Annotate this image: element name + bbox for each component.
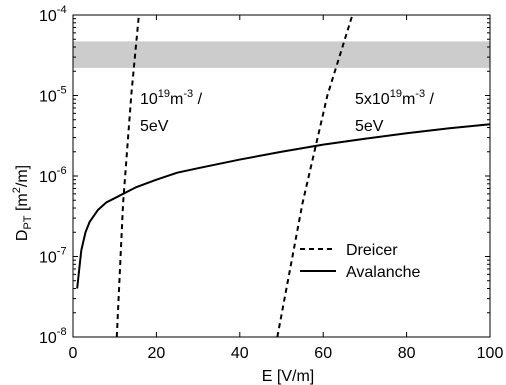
annotation-right-base: 5x10 <box>355 91 390 108</box>
series-layer <box>76 15 490 337</box>
x-tick-label: 0 <box>69 345 78 362</box>
x-tick-label: 100 <box>477 345 504 362</box>
annotation-left-sup: 19 <box>158 88 170 100</box>
x-tick-label: 20 <box>148 345 166 362</box>
annotation-right-sup: 19 <box>390 88 402 100</box>
legend-dreicer-label: Dreicer <box>346 242 398 259</box>
x-tick-labels: 0 20 40 60 80 100 <box>69 345 504 362</box>
ticks-layer <box>72 14 491 338</box>
annotation-right-unit: m <box>402 91 415 108</box>
y-tick-labels: 10-8 10-7 10-6 10-5 10-4 <box>39 4 67 347</box>
y-tick-label: 10-5 <box>39 85 67 106</box>
annotation-left-tail: / <box>193 91 202 108</box>
annotation-left-line1: 1019m-3 / <box>140 88 203 108</box>
series-avalanche-2 <box>76 123 490 289</box>
y-axis-label: DPT [m2/m] <box>11 165 34 241</box>
y-label-sup: 2 <box>11 187 23 193</box>
x-tick-label: 40 <box>231 345 249 362</box>
annotation-left-line2: 5eV <box>140 118 169 135</box>
series-dreicer-0 <box>115 15 140 337</box>
x-tick-label: 60 <box>314 345 332 362</box>
annotation-right-line2: 5eV <box>355 118 384 135</box>
y-label-end: /m] <box>14 165 31 187</box>
x-axis-label: E [V/m] <box>262 368 314 385</box>
y-tick-label: 10-4 <box>39 4 67 25</box>
x-tick-label: 80 <box>398 345 416 362</box>
legend-avalanche-label: Avalanche <box>346 264 421 281</box>
annotation-left-unit: m <box>170 91 183 108</box>
y-tick-label: 10-7 <box>39 246 67 267</box>
annotation-right-unit-sup: -3 <box>415 88 425 100</box>
legend: Dreicer Avalanche <box>300 242 421 281</box>
shaded-band <box>73 41 490 68</box>
y-label-base: D <box>14 230 31 242</box>
annotation-right-line1: 5x1019m-3 / <box>355 88 435 108</box>
annotation-left-unit-sup: -3 <box>183 88 193 100</box>
series-dreicer-1 <box>276 15 354 337</box>
y-label-rest: [m <box>14 193 31 215</box>
annotation-right-tail: / <box>425 91 434 108</box>
y-label-sub: PT <box>22 215 34 229</box>
annotation-left-base: 10 <box>140 91 158 108</box>
y-tick-label: 10-6 <box>39 165 67 186</box>
y-tick-label: 10-8 <box>39 326 67 347</box>
